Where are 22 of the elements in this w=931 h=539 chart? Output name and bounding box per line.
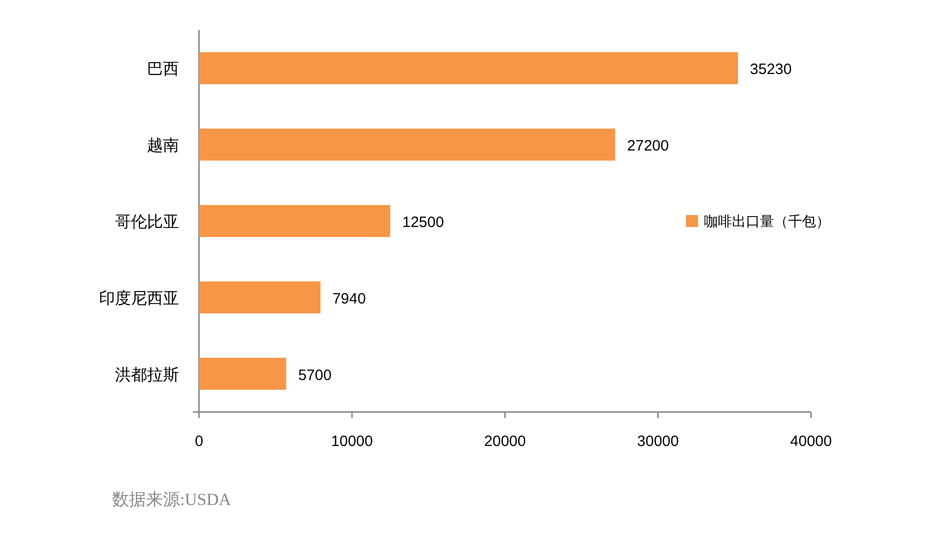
bar (199, 281, 320, 314)
x-tick-label: 20000 (484, 433, 526, 450)
source-note: 数据来源:USDA (112, 490, 232, 509)
data-label: 27200 (627, 138, 669, 155)
y-tick-label: 越南 (147, 136, 179, 155)
bar (199, 128, 616, 161)
x-tick-label: 10000 (331, 433, 373, 450)
data-label: 12500 (402, 214, 444, 231)
y-tick-label: 哥伦比亚 (115, 213, 179, 231)
bar (199, 205, 390, 237)
y-tick-label: 巴西 (147, 61, 179, 78)
y-tick-label: 洪都拉斯 (115, 366, 179, 384)
bar (199, 52, 738, 84)
legend-label: 咖啡出口量（千包） (704, 213, 830, 229)
data-label: 5700 (298, 366, 332, 384)
data-label: 35230 (750, 61, 792, 78)
x-tick-label: 0 (194, 433, 204, 450)
bar (199, 358, 286, 390)
data-label: 7940 (332, 290, 366, 308)
x-tick-label: 40000 (790, 433, 832, 450)
x-tick-label: 30000 (637, 433, 679, 450)
y-tick-label: 印度尼西亚 (99, 289, 179, 308)
